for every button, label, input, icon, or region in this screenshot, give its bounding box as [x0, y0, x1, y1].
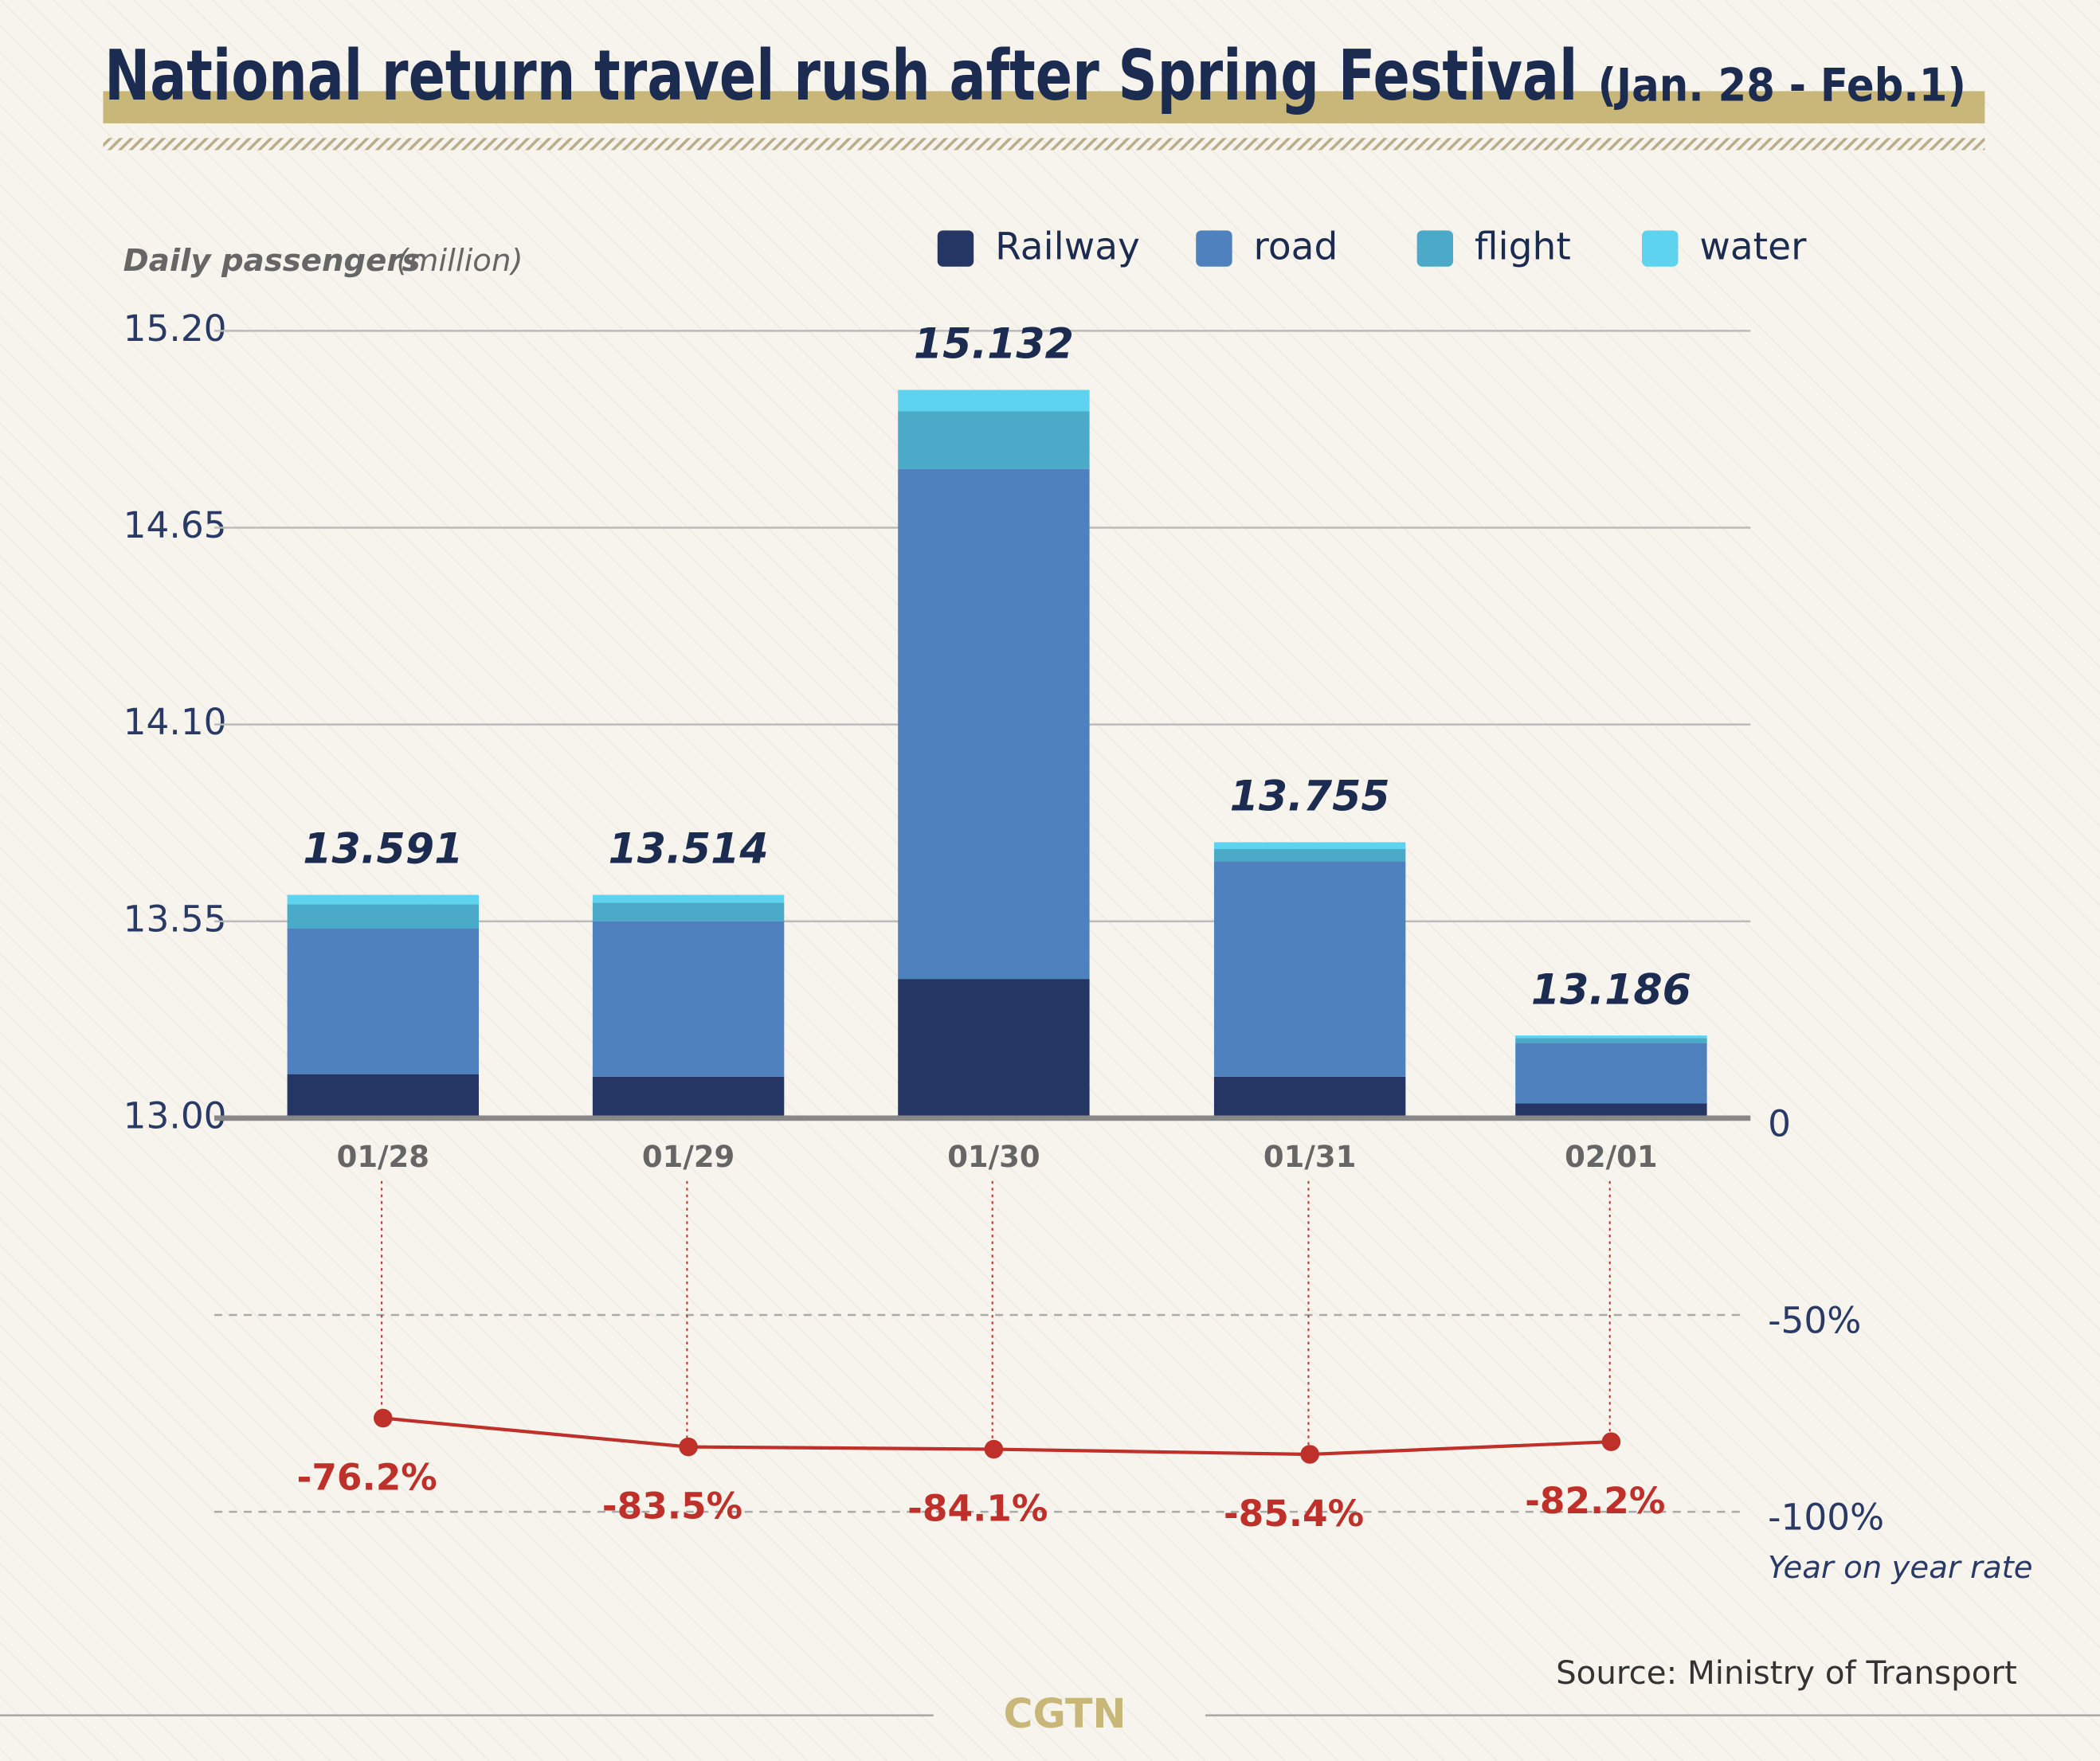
- y-tick-label: 13.55: [123, 898, 227, 940]
- logo: CGTN: [1003, 1690, 1126, 1737]
- bar-segment: [287, 1074, 480, 1118]
- yoy-point: [374, 1408, 393, 1428]
- source: Source: Ministry of Transport: [1556, 1654, 2017, 1692]
- chart-subtitle: (Jan. 28 - Feb.1): [1598, 60, 1966, 112]
- total-label: 13.186: [1531, 966, 1691, 1014]
- yoy-point: [1601, 1432, 1621, 1451]
- total-label: 15.132: [914, 321, 1074, 369]
- total-label: 13.514: [609, 826, 769, 874]
- y-tick-label: 14.10: [123, 701, 227, 743]
- bar-segment: [592, 894, 785, 903]
- value-label: -76.2%: [297, 1456, 437, 1498]
- total-label: 13.755: [1230, 773, 1390, 821]
- bar-segment: [592, 921, 785, 1077]
- bar-segment: [592, 902, 785, 922]
- title-band: [103, 91, 1985, 123]
- bar-segment: [287, 904, 480, 929]
- yoy-point: [984, 1439, 1004, 1459]
- bar-segment: [1213, 1076, 1406, 1118]
- x-tick-label: 01/30: [947, 1140, 1040, 1174]
- legend-swatch: [1196, 230, 1232, 267]
- y2-tick-label: -50%: [1768, 1300, 1861, 1342]
- legend-swatch: [1416, 230, 1454, 267]
- value-label: -82.2%: [1525, 1480, 1665, 1522]
- bar-segment: [592, 1076, 785, 1118]
- y2-tick-label: -100%: [1768, 1497, 1884, 1539]
- yoy-point: [1300, 1445, 1319, 1464]
- bar-segment: [287, 928, 480, 1074]
- y-tick-label: 15.20: [123, 307, 227, 350]
- legend-swatch: [937, 230, 974, 267]
- chart-title: National return travel rush after Spring…: [104, 35, 1577, 116]
- y-tick-label: 14.65: [123, 504, 227, 546]
- y-axis-label: Daily passengers: [123, 243, 421, 279]
- bar-segment: [898, 411, 1090, 469]
- y2-tick-label: 0: [1768, 1102, 1791, 1145]
- total-label: 13.591: [303, 826, 463, 874]
- bar-segment: [898, 979, 1090, 1118]
- value-label: -83.5%: [602, 1485, 742, 1527]
- y2-axis-label: Year on year rate: [1768, 1550, 2033, 1586]
- yoy-point: [679, 1437, 698, 1457]
- bar-segment: [1213, 842, 1406, 850]
- legend-label: road: [1254, 225, 1338, 268]
- value-label: -85.4%: [1224, 1493, 1364, 1535]
- title-hatch: [103, 138, 1985, 151]
- legend-swatch: [1642, 230, 1679, 267]
- bar-segment: [898, 389, 1090, 412]
- y-axis-unit: (million): [397, 243, 523, 279]
- x-tick-label: 01/29: [642, 1140, 735, 1174]
- bar-segment: [1213, 861, 1406, 1077]
- x-tick-label: 01/28: [337, 1140, 429, 1174]
- x-tick-label: 02/01: [1565, 1140, 1657, 1174]
- x-tick-label: 01/31: [1264, 1140, 1356, 1174]
- legend-label: flight: [1475, 225, 1571, 268]
- bar-segment: [898, 468, 1090, 980]
- bar-segment: [1213, 849, 1406, 862]
- y-tick-label: 13.00: [123, 1094, 227, 1137]
- bar-segment: [287, 894, 480, 905]
- bar-segment: [1515, 1035, 1707, 1039]
- bar-segment: [1515, 1103, 1707, 1118]
- bar-segment: [1515, 1038, 1707, 1043]
- bar-segment: [1515, 1043, 1707, 1104]
- value-label: -84.1%: [907, 1487, 1048, 1529]
- legend-label: Railway: [995, 225, 1140, 268]
- legend-label: water: [1699, 225, 1807, 268]
